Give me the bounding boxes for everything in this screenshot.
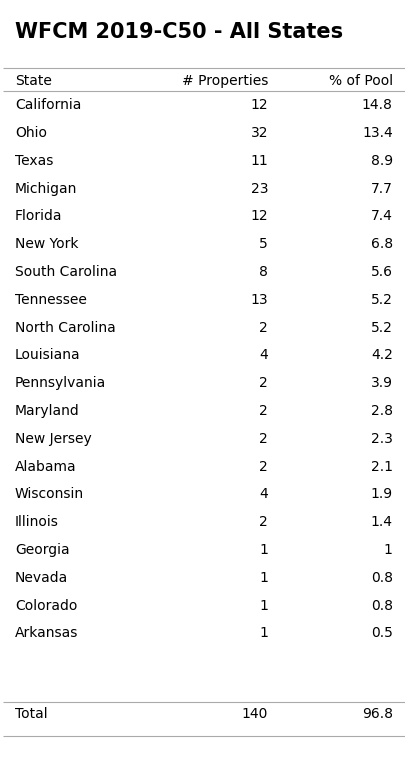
Text: 1: 1 — [384, 543, 393, 557]
Text: 2: 2 — [260, 516, 268, 529]
Text: North Carolina: North Carolina — [15, 321, 116, 335]
Text: 4: 4 — [260, 488, 268, 501]
Text: 8.9: 8.9 — [370, 154, 393, 168]
Text: Nevada: Nevada — [15, 571, 68, 585]
Text: Alabama: Alabama — [15, 459, 76, 474]
Text: 5.2: 5.2 — [371, 321, 393, 335]
Text: Pennsylvania: Pennsylvania — [15, 376, 106, 391]
Text: 5.6: 5.6 — [371, 265, 393, 279]
Text: Ohio: Ohio — [15, 126, 47, 140]
Text: Florida: Florida — [15, 210, 62, 223]
Text: 1: 1 — [259, 599, 268, 612]
Text: 0.8: 0.8 — [371, 571, 393, 585]
Text: 96.8: 96.8 — [362, 707, 393, 721]
Text: 4: 4 — [260, 348, 268, 363]
Text: 3.9: 3.9 — [371, 376, 393, 391]
Text: 1: 1 — [259, 627, 268, 640]
Text: Wisconsin: Wisconsin — [15, 488, 84, 501]
Text: South Carolina: South Carolina — [15, 265, 117, 279]
Text: 5.2: 5.2 — [371, 293, 393, 307]
Text: Georgia: Georgia — [15, 543, 69, 557]
Text: Texas: Texas — [15, 154, 53, 168]
Text: 12: 12 — [250, 210, 268, 223]
Text: 140: 140 — [242, 707, 268, 721]
Text: # Properties: # Properties — [182, 74, 268, 88]
Text: Illinois: Illinois — [15, 516, 59, 529]
Text: Colorado: Colorado — [15, 599, 77, 612]
Text: 2.8: 2.8 — [371, 404, 393, 418]
Text: 2: 2 — [260, 321, 268, 335]
Text: New York: New York — [15, 237, 79, 251]
Text: State: State — [15, 74, 52, 88]
Text: 2: 2 — [260, 404, 268, 418]
Text: 13.4: 13.4 — [362, 126, 393, 140]
Text: Total: Total — [15, 707, 47, 721]
Text: Louisiana: Louisiana — [15, 348, 81, 363]
Text: 1.4: 1.4 — [371, 516, 393, 529]
Text: 7.4: 7.4 — [371, 210, 393, 223]
Text: 2: 2 — [260, 431, 268, 446]
Text: 0.5: 0.5 — [371, 627, 393, 640]
Text: Maryland: Maryland — [15, 404, 79, 418]
Text: 1: 1 — [259, 543, 268, 557]
Text: California: California — [15, 98, 81, 112]
Text: 7.7: 7.7 — [371, 182, 393, 195]
Text: 14.8: 14.8 — [362, 98, 393, 112]
Text: Tennessee: Tennessee — [15, 293, 87, 307]
Text: 2: 2 — [260, 459, 268, 474]
Text: 4.2: 4.2 — [371, 348, 393, 363]
Text: 13: 13 — [250, 293, 268, 307]
Text: 11: 11 — [250, 154, 268, 168]
Text: 23: 23 — [251, 182, 268, 195]
Text: 8: 8 — [259, 265, 268, 279]
Text: % of Pool: % of Pool — [328, 74, 393, 88]
Text: 6.8: 6.8 — [370, 237, 393, 251]
Text: 32: 32 — [251, 126, 268, 140]
Text: 5: 5 — [260, 237, 268, 251]
Text: Michigan: Michigan — [15, 182, 77, 195]
Text: 12: 12 — [250, 98, 268, 112]
Text: New Jersey: New Jersey — [15, 431, 92, 446]
Text: 2.3: 2.3 — [371, 431, 393, 446]
Text: 2: 2 — [260, 376, 268, 391]
Text: 1: 1 — [259, 571, 268, 585]
Text: 2.1: 2.1 — [371, 459, 393, 474]
Text: 0.8: 0.8 — [371, 599, 393, 612]
Text: Arkansas: Arkansas — [15, 627, 78, 640]
Text: 1.9: 1.9 — [370, 488, 393, 501]
Text: WFCM 2019-C50 - All States: WFCM 2019-C50 - All States — [15, 21, 343, 42]
